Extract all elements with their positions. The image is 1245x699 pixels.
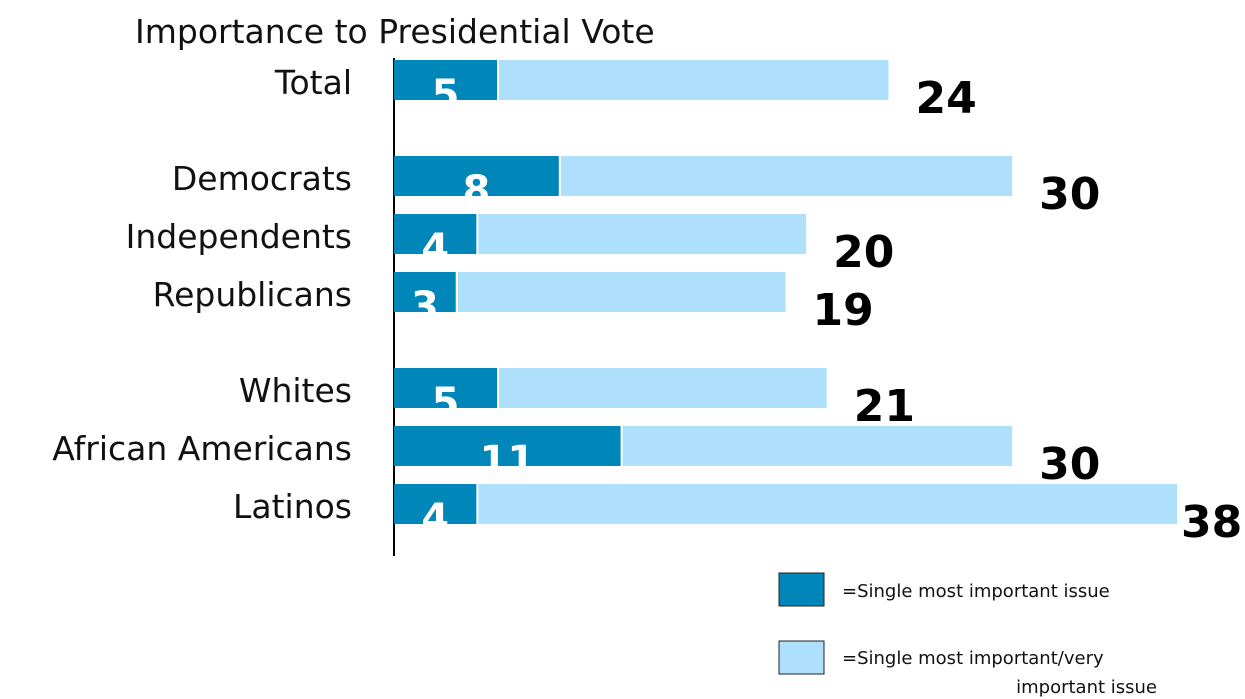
data-label-very-important-independents: 20 <box>833 227 894 278</box>
labels-group: Total 5 24 Democrats 8 30 Independents 4 20 Repub… <box>52 63 1242 548</box>
data-label-very-important-total: 24 <box>916 73 977 124</box>
category-label-democrats: Democrats <box>172 159 352 198</box>
legend-label-single-most-important: =Single most important issue <box>842 581 1110 602</box>
data-label-very-important-republicans: 19 <box>813 285 874 336</box>
chart-title: Importance to Presidential Vote <box>135 12 655 51</box>
data-label-very-important-latinos: 38 <box>1181 497 1242 548</box>
category-label-whites: Whites <box>239 371 352 410</box>
legend: =Single most important issue =Single mos… <box>778 572 1157 698</box>
legend-label-very-important: =Single most important/very important is… <box>842 648 1157 698</box>
data-label-single-most-important-latinos: 4 <box>421 496 449 542</box>
category-label-african-americans: African Americans <box>52 429 352 468</box>
data-label-very-important-democrats: 30 <box>1039 169 1100 220</box>
data-label-single-most-important-african-americans: 11 <box>479 438 535 484</box>
data-label-very-important-whites: 21 <box>854 381 915 432</box>
category-label-independents: Independents <box>126 217 352 256</box>
legend-swatch-single-most-important <box>778 572 825 607</box>
data-label-single-most-important-whites: 5 <box>432 380 460 426</box>
data-label-very-important-african-americans: 30 <box>1039 439 1100 490</box>
bar-very-important-republicans <box>394 272 786 312</box>
bar-single-most-important-democrats <box>394 156 559 196</box>
bar-single-most-important-latinos <box>394 484 477 524</box>
data-label-single-most-important-democrats: 8 <box>462 168 490 214</box>
category-label-republicans: Republicans <box>153 275 352 314</box>
data-label-single-most-important-republicans: 3 <box>411 284 439 330</box>
bar-single-most-important-african-americans <box>394 426 621 466</box>
data-label-single-most-important-independents: 4 <box>421 226 449 272</box>
data-label-single-most-important-total: 5 <box>432 72 460 118</box>
bar-very-important-latinos <box>394 484 1177 524</box>
legend-swatch-very-important <box>778 640 825 675</box>
bar-single-most-important-republicans <box>394 272 456 312</box>
bar-single-most-important-whites <box>394 368 498 408</box>
legend-label-line-2: important issue <box>1016 677 1157 698</box>
category-label-total: Total <box>274 63 352 102</box>
legend-label-line-1: =Single most important/very <box>842 648 1104 669</box>
bar-single-most-important-independents <box>394 214 477 254</box>
bar-single-most-important-total <box>394 60 498 100</box>
bars-group <box>394 60 1177 524</box>
category-label-latinos: Latinos <box>233 487 352 526</box>
